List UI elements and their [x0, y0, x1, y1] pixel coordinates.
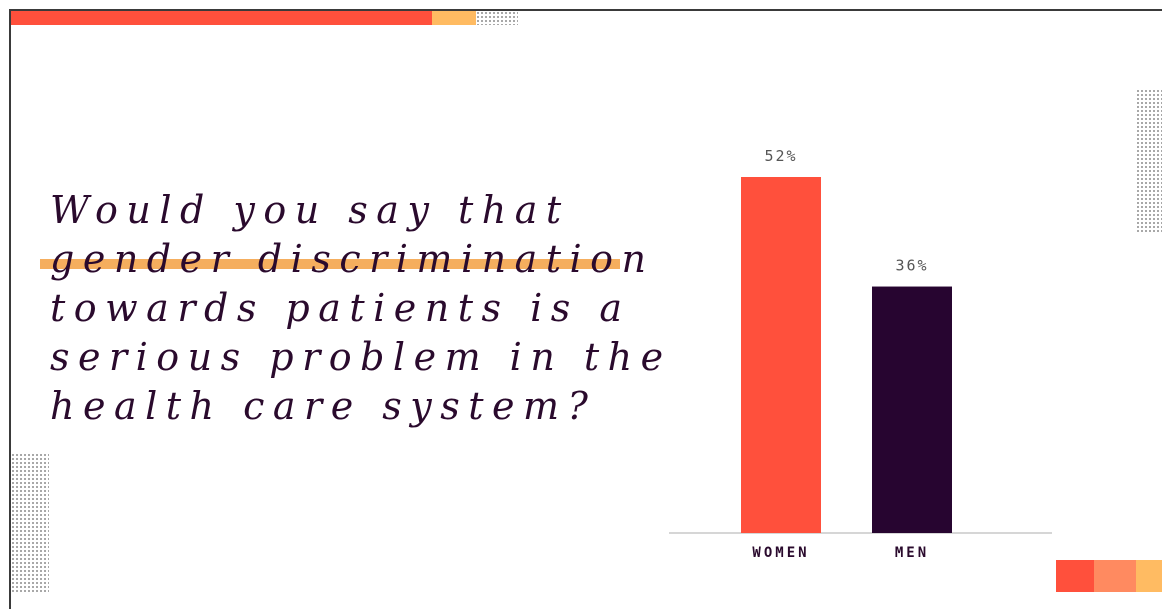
- bar-men: [872, 286, 952, 533]
- value-label-women: 52%: [764, 147, 797, 165]
- value-label-men: 36%: [895, 257, 928, 275]
- top-accent-red: [11, 11, 432, 25]
- question-line-5: health care system?: [50, 384, 597, 428]
- bar-chart: 52% WOMEN 36% MEN: [669, 147, 1052, 561]
- question-line-2: gender discrimination: [50, 237, 655, 281]
- corner-accent-coral: [1094, 560, 1136, 592]
- corner-accent-yellow: [1136, 560, 1162, 592]
- question-line-4: serious problem in the: [50, 335, 672, 379]
- left-dot-pattern: [11, 453, 49, 592]
- question-line-3: towards patients is a: [50, 286, 631, 330]
- slide-frame: [9, 9, 1162, 609]
- question-highlight: [40, 259, 620, 269]
- category-label-men: MEN: [895, 545, 929, 561]
- bar-women: [741, 177, 821, 533]
- top-dot-pattern: [476, 11, 518, 25]
- right-dot-pattern: [1136, 89, 1162, 233]
- category-label-women: WOMEN: [752, 545, 809, 561]
- top-accent-yellow: [432, 11, 476, 25]
- corner-accent-red: [1056, 560, 1094, 592]
- question-line-1: Would you say that: [50, 188, 570, 232]
- survey-question: Would you say that gender discrimination…: [40, 186, 672, 431]
